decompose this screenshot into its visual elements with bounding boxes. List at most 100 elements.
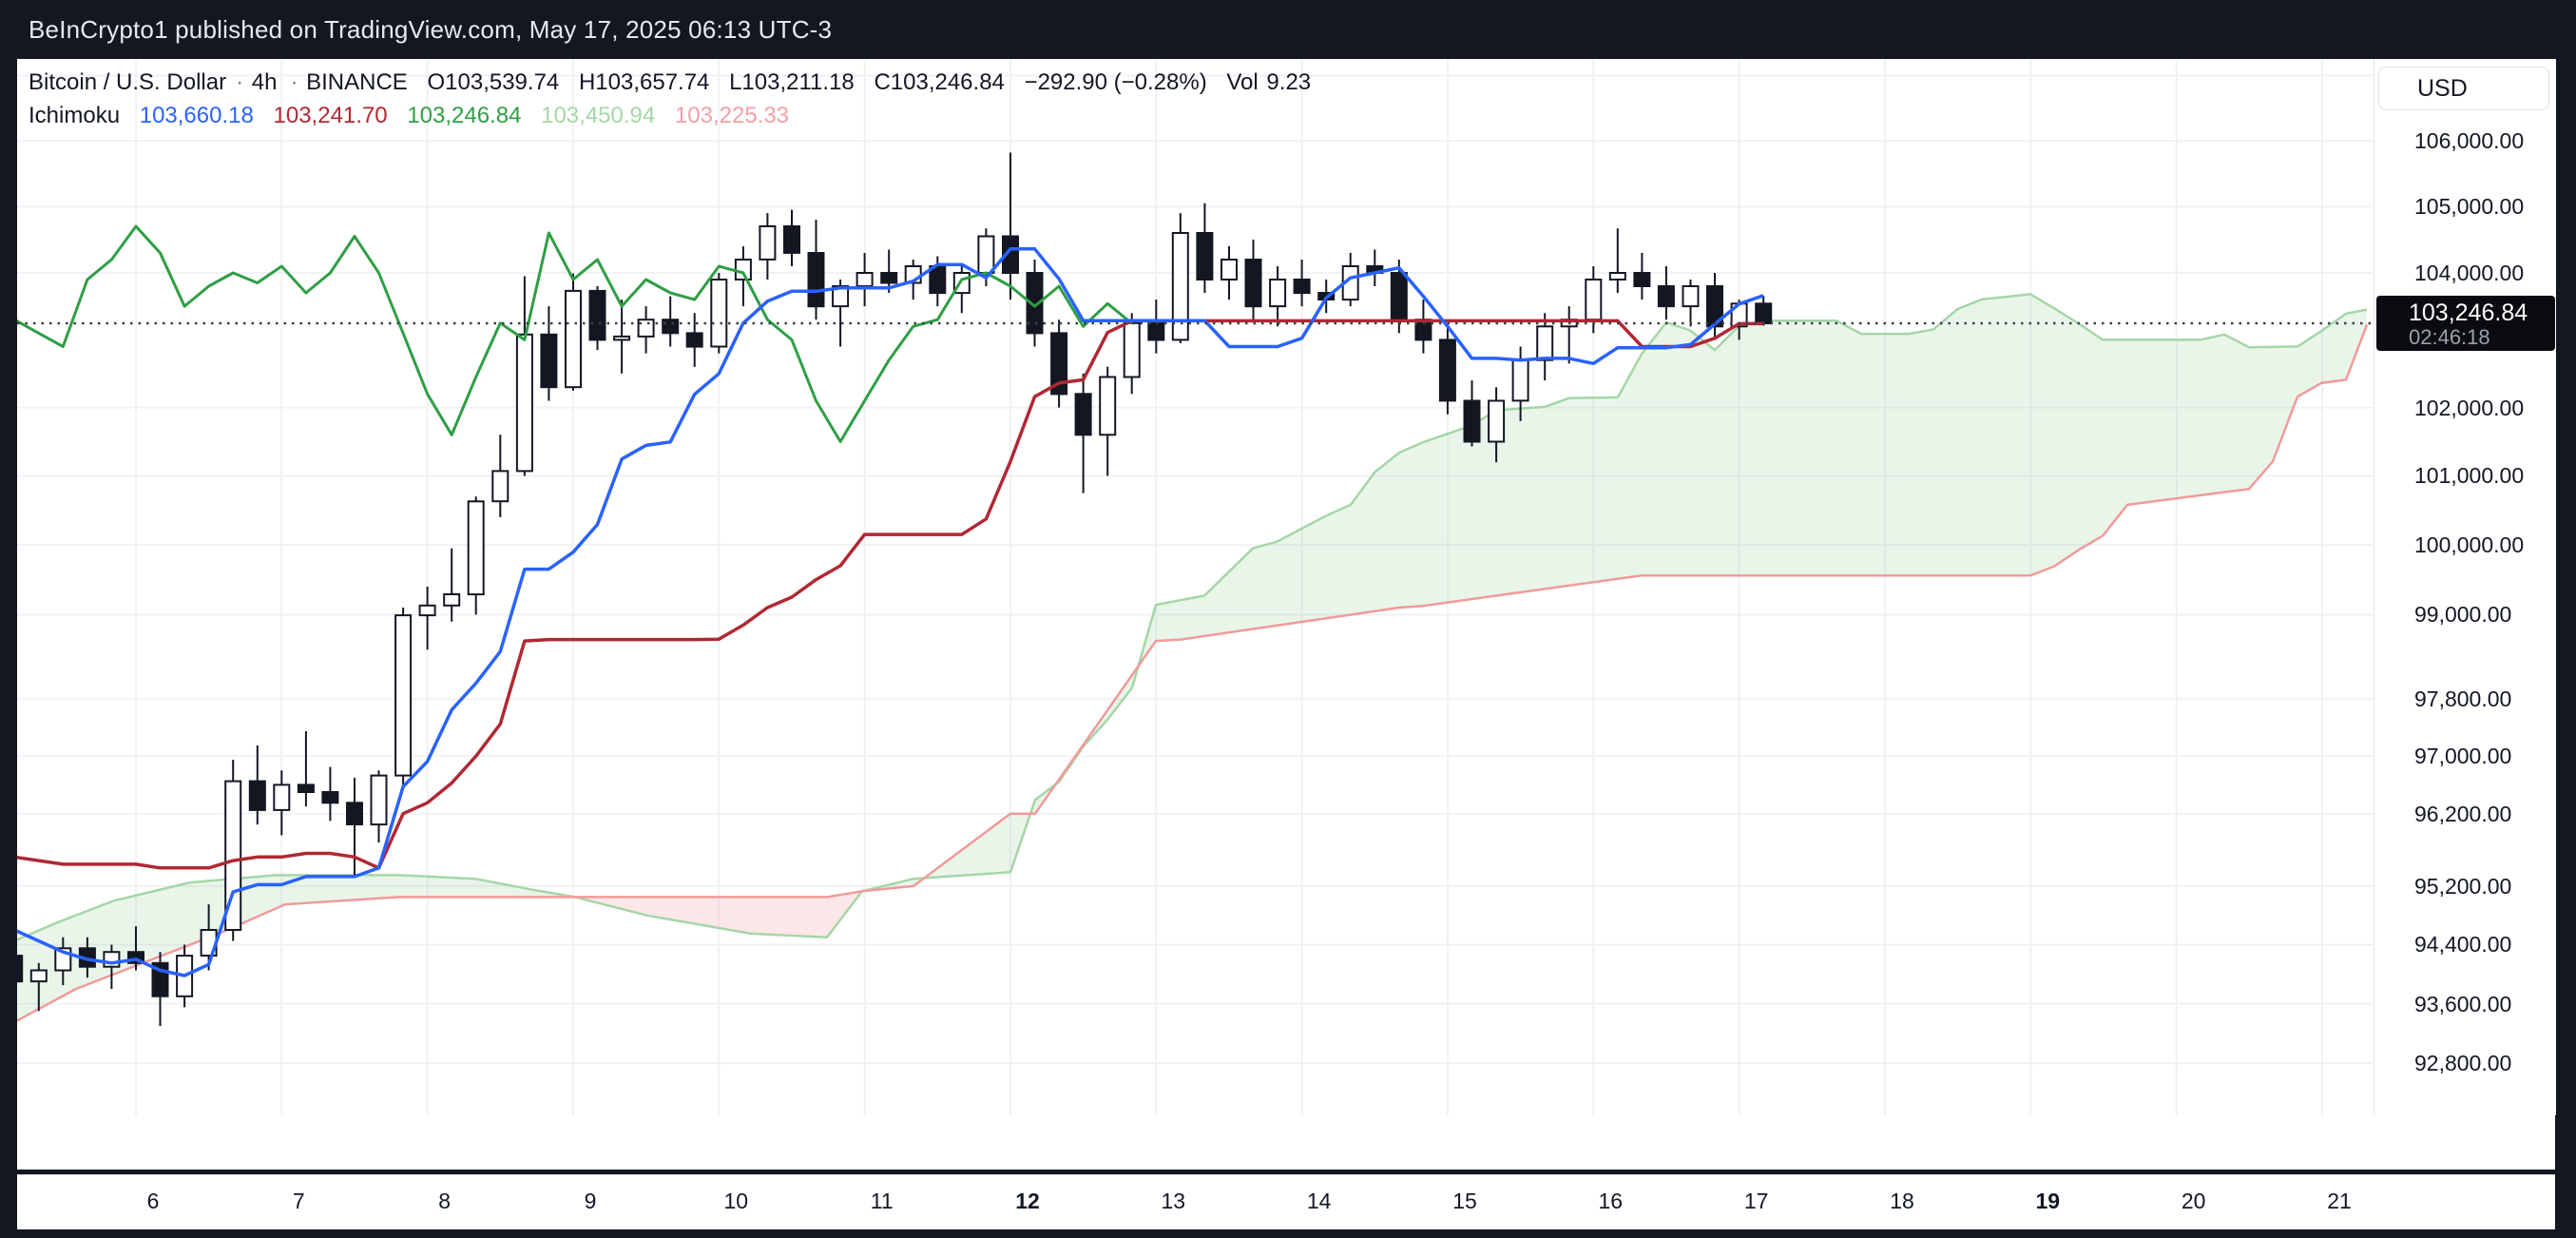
candle-down: [1074, 393, 1092, 436]
time-tick-label: 14: [1306, 1189, 1332, 1213]
chart-canvas[interactable]: [17, 59, 2555, 1170]
candle-up: [1608, 272, 1626, 280]
time-tick-label: 15: [1452, 1189, 1477, 1213]
price-tick-label: 96,200.00: [2414, 802, 2512, 826]
ohlc-open: O103,539.74: [427, 69, 560, 95]
ohlc-high: H103,657.74: [578, 69, 710, 95]
time-tick-label: 21: [2327, 1189, 2352, 1213]
candle-up: [759, 225, 777, 261]
candle-down: [1438, 339, 1456, 402]
candle-up: [418, 604, 436, 617]
candle-down: [1196, 232, 1214, 280]
current-price-label: 103,246.84 02:46:18: [2376, 296, 2555, 351]
candle-down: [321, 791, 339, 804]
candle-down: [807, 252, 825, 308]
price-tick-label: 97,800.00: [2414, 687, 2512, 711]
candle-up: [565, 289, 582, 389]
candle-up: [1682, 285, 1700, 308]
volume-label: Vol: [1226, 69, 1259, 95]
ohlc-low: L103,211.18: [729, 69, 855, 95]
candle-up: [855, 272, 874, 287]
candle-up: [1099, 376, 1117, 436]
time-tick-label: 16: [1598, 1189, 1624, 1213]
candle-down: [1293, 279, 1311, 295]
price-tick-label: 92,800.00: [2414, 1051, 2512, 1075]
price-tick-label: 95,200.00: [2414, 874, 2512, 899]
volume-value: 9.23: [1266, 69, 1312, 95]
price-tick-label: 105,000.00: [2414, 194, 2525, 219]
candle-down: [346, 802, 363, 825]
kijun-line: [17, 319, 1764, 870]
candle-up: [515, 333, 533, 473]
time-axis[interactable]: 6 7 8 9 10 11 12 13 14 15 16 17 18 19 20 21: [17, 1174, 2555, 1229]
candle-up: [832, 285, 850, 308]
candle-down: [1390, 272, 1408, 321]
time-tick-label: 11: [870, 1189, 894, 1213]
candle-down: [1147, 321, 1165, 341]
candle-down: [248, 780, 266, 811]
bar-countdown: 02:46:18: [2409, 325, 2490, 349]
candle-up: [977, 235, 995, 274]
ichimoku-leading-b-value: 103,225.33: [674, 103, 790, 128]
candle-down: [1657, 285, 1675, 308]
time-tick-label: 12: [1015, 1189, 1040, 1213]
time-tick-label: 8: [438, 1189, 452, 1213]
candle-down: [1463, 399, 1481, 443]
attribution-text: BeInCrypto1 published on TradingView.com…: [29, 15, 833, 44]
candle-down: [685, 332, 703, 348]
candle-down: [1050, 332, 1068, 396]
senkou-b-line: [17, 324, 2369, 1022]
candle-up: [1269, 279, 1287, 308]
candle-down: [1633, 272, 1651, 287]
candle-up: [1171, 232, 1189, 341]
currency-toggle-button[interactable]: USD: [2378, 67, 2549, 110]
candle-up: [443, 593, 461, 607]
candle-up: [394, 614, 413, 777]
price-tick-label: 94,400.00: [2414, 932, 2512, 957]
candle-down: [1026, 272, 1044, 335]
price-tick-label: 99,000.00: [2414, 602, 2512, 627]
chikou-line: [17, 224, 1133, 443]
candle-down: [1002, 235, 1019, 274]
time-tick-label: 9: [584, 1189, 597, 1213]
time-tick-label: 17: [1743, 1189, 1769, 1213]
candle-up: [467, 500, 485, 596]
candle-up: [1585, 279, 1603, 321]
ichimoku-base-value: 103,241.70: [273, 103, 388, 128]
candle-up: [1488, 399, 1506, 443]
price-tick-label: 97,000.00: [2414, 744, 2512, 768]
ohlc-close: C103,246.84: [874, 69, 1005, 95]
exchange-label: BINANCE: [306, 69, 408, 95]
candle-up: [370, 774, 388, 826]
price-axis[interactable]: 106,000.00 105,000.00 104,000.00 102,000.00…: [2374, 59, 2556, 1115]
interval-label: 4h: [251, 69, 278, 95]
chart-panel[interactable]: Bitcoin / U.S. Dollar · 4h · BINANCE O103,…: [17, 59, 2555, 1170]
candle-down: [1244, 259, 1262, 308]
ichimoku-conversion-value: 103,660.18: [139, 103, 254, 128]
time-tick-label: 20: [2181, 1189, 2206, 1213]
price-tick-label: 100,000.00: [2414, 532, 2525, 557]
ichimoku-lagging-value: 103,246.84: [407, 103, 522, 128]
candle-up: [273, 783, 291, 811]
time-tick-label: 13: [1161, 1189, 1186, 1213]
price-tick-label: 104,000.00: [2414, 261, 2525, 285]
candle-down: [17, 955, 24, 983]
candle-down: [1706, 285, 1723, 328]
ichimoku-legend: Ichimoku 103,660.18 103,241.70 103,246.8…: [29, 103, 802, 129]
time-tick-label: 6: [146, 1189, 160, 1213]
time-tick-label: 7: [292, 1189, 305, 1213]
candle-down: [540, 333, 558, 389]
candle-down: [880, 272, 898, 284]
price-tick-label: 102,000.00: [2414, 396, 2525, 420]
candle-down: [783, 225, 800, 254]
indicator-name: Ichimoku: [29, 103, 121, 128]
candle-up: [1123, 321, 1141, 378]
current-price-value: 103,246.84: [2409, 300, 2528, 326]
candle-up: [1536, 325, 1554, 361]
candle-up: [29, 969, 48, 983]
candle-down: [662, 319, 680, 335]
ichimoku-leading-a-value: 103,450.94: [541, 103, 656, 128]
attribution-bar: BeInCrypto1 published on TradingView.com…: [0, 0, 2576, 59]
candle-up: [491, 470, 509, 503]
candle-up: [734, 259, 752, 280]
